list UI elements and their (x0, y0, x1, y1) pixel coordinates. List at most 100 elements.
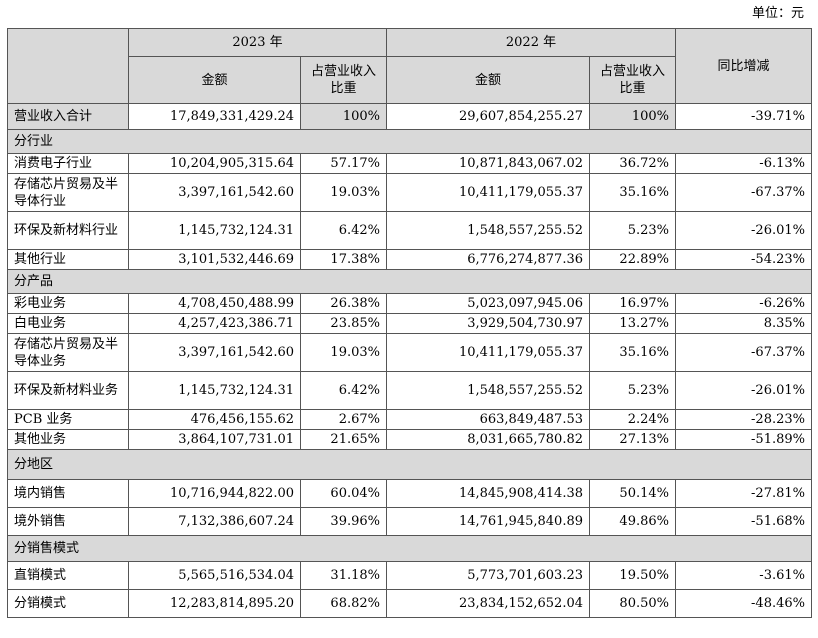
yoy-change: -51.89% (675, 429, 812, 450)
header-year-2023: 2023 年 (128, 28, 387, 57)
table-row: 环保及新材料行业 1,145,732,124.31 6.42% 1,548,557,2… (7, 211, 812, 250)
share-2022: 5.23% (589, 371, 676, 410)
share-2023: 19.03% (300, 173, 387, 212)
amount-2022: 10,411,179,055.37 (386, 333, 590, 372)
table-row: 彩电业务 4,708,450,488.99 26.38% 5,023,097,945.… (7, 293, 812, 314)
share-2022: 16.97% (589, 293, 676, 314)
yoy-change: -6.26% (675, 293, 812, 314)
share-2023: 2.67% (300, 409, 387, 430)
section-title: 分产品 (7, 269, 812, 294)
amount-2022: 5,773,701,603.23 (386, 561, 590, 590)
amount-2023: 12,283,814,895.20 (128, 589, 301, 618)
share-2022: 19.50% (589, 561, 676, 590)
header-share-2023: 占营业收入比重 (300, 56, 387, 104)
share-2023: 57.17% (300, 153, 387, 174)
amount-2023: 7,132,386,607.24 (128, 507, 301, 536)
share-2023: 19.03% (300, 333, 387, 372)
amount-2023: 3,101,532,446.69 (128, 249, 301, 270)
table-row: 境内销售 10,716,944,822.00 60.04% 14,845,908,41… (7, 479, 812, 508)
row-label: 环保及新材料业务 (7, 371, 129, 410)
row-label: 其他行业 (7, 249, 129, 270)
yoy-change: 8.35% (675, 313, 812, 334)
share-2023: 26.38% (300, 293, 387, 314)
header-yoy: 同比增减 (675, 28, 812, 104)
share-2022: 22.89% (589, 249, 676, 270)
table-row: 分销模式 12,283,814,895.20 68.82% 23,834,152,65… (7, 589, 812, 618)
section-row: 分销售模式 (7, 535, 812, 562)
share-2023: 23.85% (300, 313, 387, 334)
row-label: 境内销售 (7, 479, 129, 508)
amount-2022: 8,031,665,780.82 (386, 429, 590, 450)
section-title: 分销售模式 (7, 535, 812, 562)
amount-2022: 14,761,945,840.89 (386, 507, 590, 536)
amount-2022: 3,929,504,730.97 (386, 313, 590, 334)
amount-2023: 3,397,161,542.60 (128, 173, 301, 212)
row-label: 存储芯片贸易及半导体行业 (7, 173, 129, 212)
share-2022: 80.50% (589, 589, 676, 618)
header-share-2022: 占营业收入比重 (589, 56, 676, 104)
table-row: 消费电子行业 10,204,905,315.64 57.17% 10,871,843,… (7, 153, 812, 174)
section-row: 分地区 (7, 449, 812, 480)
yoy-change: -67.37% (675, 173, 812, 212)
amount-2023: 476,456,155.62 (128, 409, 301, 430)
amount-2022: 10,411,179,055.37 (386, 173, 590, 212)
unit-label: 单位：元 (751, 6, 804, 21)
amount-2023: 1,145,732,124.31 (128, 371, 301, 410)
row-label: 其他业务 (7, 429, 129, 450)
yoy-change: -3.61% (675, 561, 812, 590)
table-row: 其他行业 3,101,532,446.69 17.38% 6,776,274,877.… (7, 249, 812, 270)
total-share-2022: 100% (589, 103, 676, 130)
total-yoy: -39.71% (675, 103, 812, 130)
section-row: 分产品 (7, 269, 812, 294)
amount-2023: 10,716,944,822.00 (128, 479, 301, 508)
table-row: 存储芯片贸易及半导体行业 3,397,161,542.60 19.03% 10,411… (7, 173, 812, 212)
amount-2023: 10,204,905,315.64 (128, 153, 301, 174)
share-2023: 60.04% (300, 479, 387, 508)
table-row: 存储芯片贸易及半导体业务 3,397,161,542.60 19.03% 10,411… (7, 333, 812, 372)
header-year-2022: 2022 年 (386, 28, 676, 57)
revenue-table: 2023 年 2022 年 同比增减 金额 占营业收入比重 金额 占营业收入比重… (7, 28, 812, 618)
yoy-change: -26.01% (675, 211, 812, 250)
table-row: 境外销售 7,132,386,607.24 39.96% 14,761,945,840… (7, 507, 812, 536)
share-2022: 5.23% (589, 211, 676, 250)
row-label: 环保及新材料行业 (7, 211, 129, 250)
amount-2023: 3,864,107,731.01 (128, 429, 301, 450)
amount-2023: 1,145,732,124.31 (128, 211, 301, 250)
amount-2022: 10,871,843,067.02 (386, 153, 590, 174)
yoy-change: -27.81% (675, 479, 812, 508)
total-amount-2023: 17,849,331,429.24 (128, 103, 301, 130)
amount-2022: 1,548,557,255.52 (386, 211, 590, 250)
share-2023: 31.18% (300, 561, 387, 590)
yoy-change: -6.13% (675, 153, 812, 174)
share-2023: 68.82% (300, 589, 387, 618)
row-label: 直销模式 (7, 561, 129, 590)
share-2022: 27.13% (589, 429, 676, 450)
table-row: 环保及新材料业务 1,145,732,124.31 6.42% 1,548,557,2… (7, 371, 812, 410)
share-2023: 6.42% (300, 211, 387, 250)
row-label: 白电业务 (7, 313, 129, 334)
share-2023: 6.42% (300, 371, 387, 410)
amount-2022: 14,845,908,414.38 (386, 479, 590, 508)
yoy-change: -26.01% (675, 371, 812, 410)
header-amount-2022: 金额 (386, 56, 590, 104)
share-2022: 50.14% (589, 479, 676, 508)
header-amount-2023: 金额 (128, 56, 301, 104)
total-share-2023: 100% (300, 103, 387, 130)
amount-2023: 4,708,450,488.99 (128, 293, 301, 314)
share-2022: 49.86% (589, 507, 676, 536)
table-row: 直销模式 5,565,516,534.04 31.18% 5,773,701,603.… (7, 561, 812, 590)
amount-2023: 3,397,161,542.60 (128, 333, 301, 372)
header-blank (7, 28, 129, 104)
row-label: 消费电子行业 (7, 153, 129, 174)
section-row: 分行业 (7, 129, 812, 154)
share-2022: 13.27% (589, 313, 676, 334)
amount-2022: 6,776,274,877.36 (386, 249, 590, 270)
total-row: 营业收入合计 17,849,331,429.24 100% 29,607,854… (7, 103, 812, 130)
row-label: PCB 业务 (7, 409, 129, 430)
row-label: 彩电业务 (7, 293, 129, 314)
share-2023: 21.65% (300, 429, 387, 450)
row-label: 存储芯片贸易及半导体业务 (7, 333, 129, 372)
share-2022: 36.72% (589, 153, 676, 174)
share-2022: 2.24% (589, 409, 676, 430)
amount-2023: 5,565,516,534.04 (128, 561, 301, 590)
